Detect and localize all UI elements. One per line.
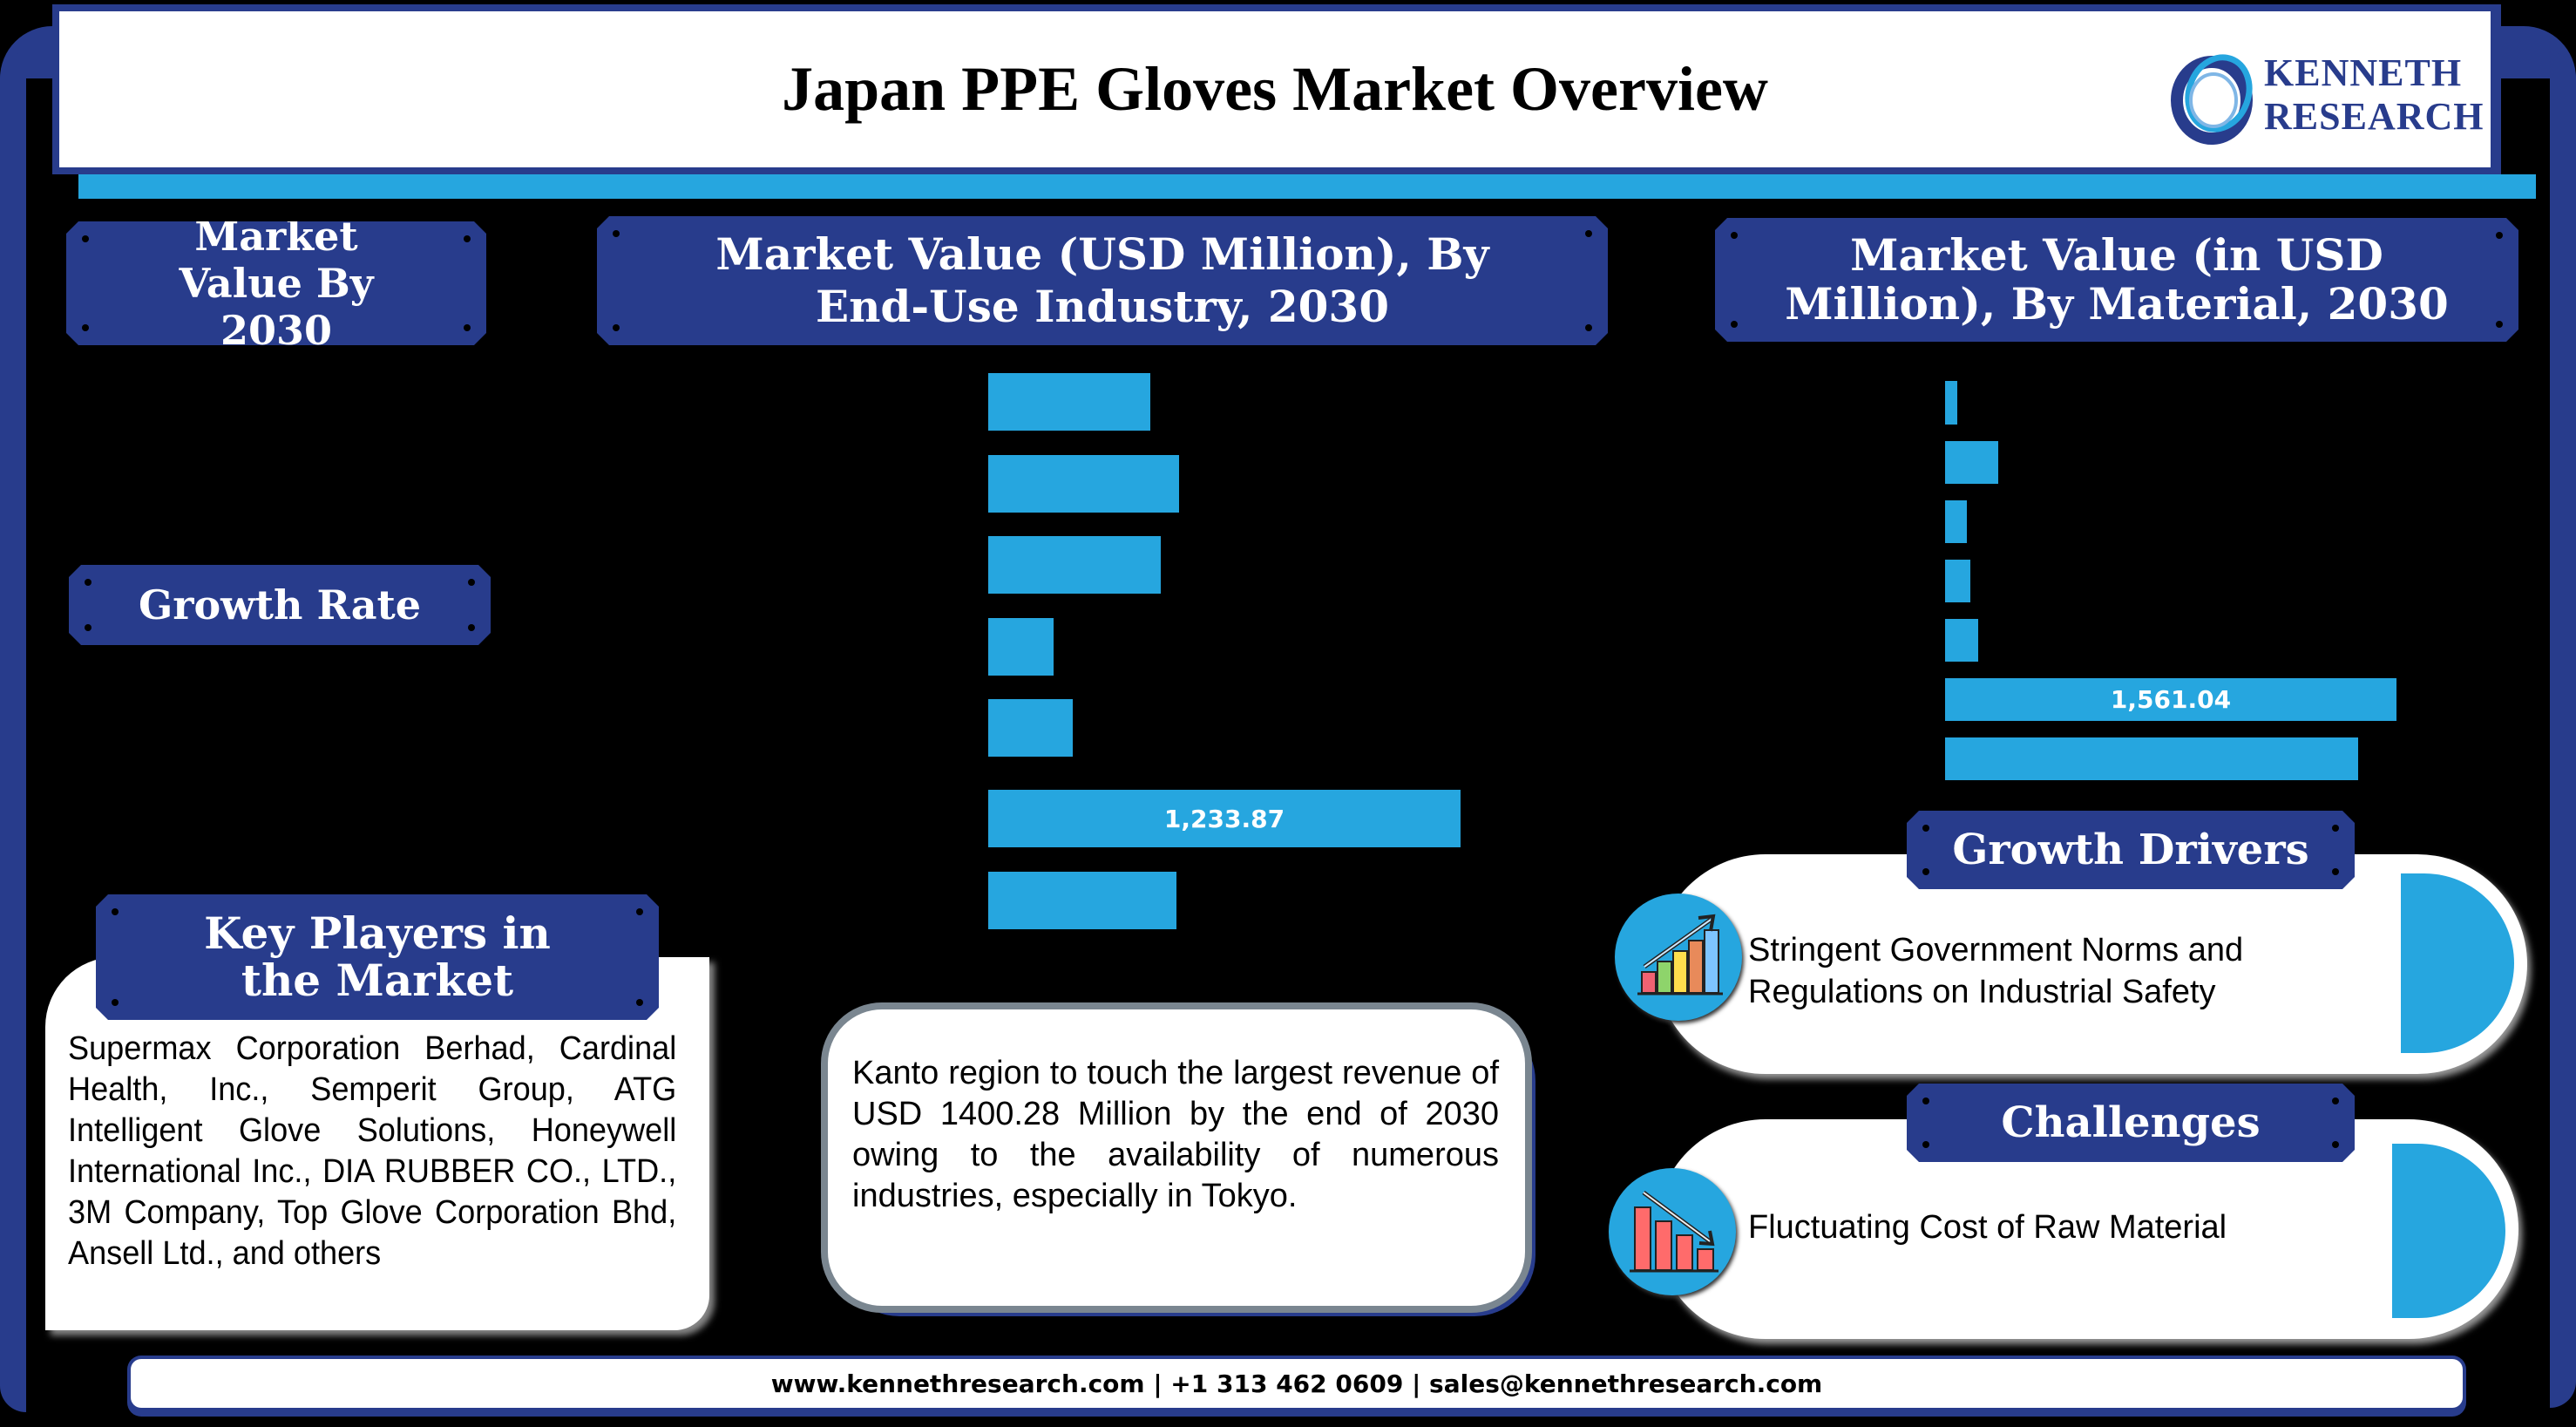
end-use-bar-3 — [988, 536, 1161, 594]
end-use-bar-4 — [988, 618, 1054, 676]
material-bar-5 — [1945, 619, 1978, 662]
material-bar-4 — [1945, 560, 1970, 602]
end-use-bar-label: 1,233.87 — [1163, 804, 1285, 833]
end-use-chart-title-plaque: Market Value (USD Million), By End-Use I… — [597, 216, 1608, 345]
challenges-accent — [2392, 1144, 2505, 1318]
title-underline — [78, 174, 2536, 199]
challenges-list: • Fluctuating Cost of Raw Material — [1712, 1206, 2376, 1248]
key-players-plaque: Key Players in the Market — [96, 894, 659, 1020]
growth-drivers-accent — [2401, 873, 2514, 1053]
challenge-item: Fluctuating Cost of Raw Material — [1748, 1209, 2227, 1246]
growth-drivers-card: • Stringent Government Norms and Regulat… — [1656, 854, 2527, 1074]
frame-left — [0, 26, 80, 1412]
logo-line1: KENNETH — [2264, 51, 2463, 94]
growth-rate-label: Growth Rate — [138, 581, 422, 629]
logo-text: KENNETH RESEARCH — [2264, 51, 2484, 139]
growth-drivers-plaque: Growth Drivers — [1907, 811, 2355, 889]
material-bar-1 — [1945, 381, 1957, 425]
key-players-heading: Key Players in the Market — [204, 907, 551, 1006]
growth-drivers-heading: Growth Drivers — [1952, 826, 2309, 874]
challenges-plaque: Challenges — [1907, 1084, 2355, 1162]
logo-line2: RESEARCH — [2264, 95, 2484, 138]
end-use-bar-7 — [988, 872, 1176, 929]
frame-right — [2471, 26, 2576, 1408]
highlight-text: Kanto region to touch the largest revenu… — [852, 1055, 1499, 1214]
rising-bar-chart-icon — [1637, 914, 1723, 996]
growth-drivers-list: • Stringent Government Norms and Regulat… — [1712, 929, 2376, 1013]
market-value-plaque: Market Value By 2030 — [66, 221, 486, 345]
market-value-label: Market Value By 2030 — [179, 213, 374, 354]
header: Japan PPE Gloves Market Overview KENNETH… — [52, 4, 2501, 174]
highlight-card: Kanto region to touch the largest revenu… — [821, 1002, 1532, 1313]
falling-bar-chart-icon — [1630, 1190, 1718, 1273]
page-title: Japan PPE Gloves Market Overview — [782, 54, 1768, 124]
end-use-bar-6: 1,233.87 — [988, 790, 1461, 847]
material-bar-3 — [1945, 500, 1967, 543]
end-use-bar-5 — [988, 699, 1073, 757]
material-bar-6: 1,561.04 — [1945, 678, 2396, 721]
material-bar-7 — [1945, 737, 2358, 780]
footer-contact[interactable]: www.kennethresearch.com | +1 313 462 060… — [770, 1369, 1823, 1398]
material-bar-label: 1,561.04 — [2110, 685, 2232, 714]
logo: KENNETH RESEARCH — [2168, 46, 2484, 151]
key-players-text: Supermax Corporation Berhad, Cardinal He… — [68, 1030, 677, 1272]
growth-rate-plaque: Growth Rate — [69, 565, 491, 645]
end-use-bar-2 — [988, 455, 1179, 513]
challenge-icon-circle — [1609, 1168, 1736, 1295]
kenneth-research-ring-logo-icon — [2171, 54, 2253, 145]
challenges-heading: Challenges — [2001, 1098, 2261, 1147]
growth-icon-circle — [1615, 894, 1742, 1021]
footer: www.kennethresearch.com | +1 313 462 060… — [127, 1356, 2466, 1417]
material-chart-title: Market Value (in USD Million), By Materi… — [1785, 229, 2449, 330]
material-bar-2 — [1945, 441, 1998, 484]
growth-driver-item: Stringent Government Norms and Regulatio… — [1748, 932, 2244, 1010]
end-use-chart-title: Market Value (USD Million), By End-Use I… — [715, 228, 1489, 332]
end-use-bar-1 — [988, 373, 1150, 431]
material-chart-title-plaque: Market Value (in USD Million), By Materi… — [1715, 218, 2518, 342]
